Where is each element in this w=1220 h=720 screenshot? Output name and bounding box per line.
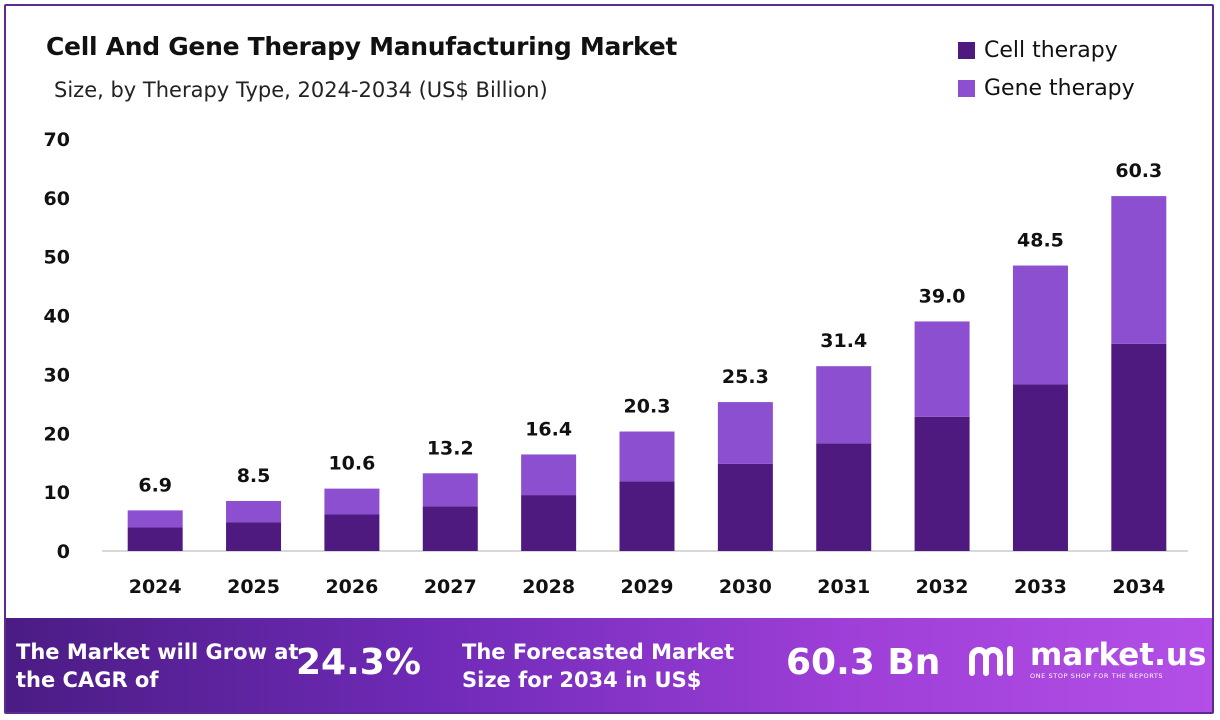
stacked-bar-chart: 0102030405060706.920248.5202510.6202613.… (44, 129, 1188, 598)
bar-segment-cell-therapy (717, 463, 773, 551)
bar-segment-gene-therapy (914, 321, 970, 417)
y-tick-label: 40 (44, 306, 70, 328)
bar-segment-gene-therapy (226, 500, 282, 523)
brand-logo: market.us ONE STOP SHOP FOR THE REPORTS (968, 640, 1206, 680)
summary-banner: The Market will Grow at the CAGR of 24.3… (6, 618, 1212, 712)
bar-segment-cell-therapy (127, 527, 183, 551)
bar-total-label: 48.5 (1017, 230, 1064, 252)
x-tick-label: 2026 (325, 576, 378, 598)
x-tick-label: 2024 (129, 576, 182, 598)
y-tick-label: 70 (44, 129, 70, 151)
y-tick-label: 20 (44, 423, 70, 445)
bar-segment-cell-therapy (1111, 343, 1167, 551)
legend-swatch-gene-therapy (958, 80, 975, 97)
bar-segment-cell-therapy (914, 416, 970, 551)
x-tick-label: 2032 (916, 576, 969, 598)
legend-item-cell-therapy: Cell therapy (958, 38, 1118, 63)
bar-segment-gene-therapy (717, 402, 773, 464)
x-tick-label: 2029 (621, 576, 674, 598)
x-tick-label: 2025 (227, 576, 280, 598)
bar-total-label: 20.3 (624, 396, 671, 418)
x-tick-label: 2033 (1014, 576, 1067, 598)
forecast-caption: The Forecasted Market Size for 2034 in U… (462, 640, 735, 692)
brand-tagline: ONE STOP SHOP FOR THE REPORTS (1030, 672, 1164, 680)
chart-subtitle: Size, by Therapy Type, 2024-2034 (US$ Bi… (54, 78, 548, 102)
cagr-value: 24.3% (296, 642, 421, 683)
x-tick-label: 2034 (1112, 576, 1165, 598)
bar-segment-cell-therapy (422, 506, 478, 551)
bar-segment-gene-therapy (422, 473, 478, 507)
bar-segment-gene-therapy (1111, 196, 1167, 344)
bar-total-label: 10.6 (328, 453, 375, 475)
forecast-value: 60.3 Bn (786, 642, 941, 683)
market-us-logo-icon (969, 646, 1013, 676)
chart-title: Cell And Gene Therapy Manufacturing Mark… (46, 32, 678, 61)
bar-segment-cell-therapy (619, 481, 675, 551)
bar-segment-gene-therapy (324, 488, 380, 515)
bar-total-label: 13.2 (427, 437, 474, 459)
bar-segment-cell-therapy (521, 495, 577, 551)
bar-segment-gene-therapy (1012, 265, 1068, 385)
bar-segment-cell-therapy (1012, 384, 1068, 551)
bar-segment-gene-therapy (127, 510, 183, 528)
y-tick-label: 50 (44, 247, 70, 269)
y-tick-label: 60 (44, 188, 70, 210)
bar-segment-cell-therapy (816, 443, 872, 551)
y-tick-label: 10 (44, 482, 70, 504)
x-tick-label: 2030 (719, 576, 772, 598)
bar-segment-cell-therapy (324, 514, 380, 551)
x-tick-label: 2031 (817, 576, 870, 598)
chart-card: Cell And Gene Therapy Manufacturing Mark… (4, 4, 1214, 714)
bar-segment-cell-therapy (226, 522, 282, 551)
x-tick-label: 2028 (522, 576, 575, 598)
x-tick-label: 2027 (424, 576, 477, 598)
bar-total-label: 31.4 (820, 330, 867, 352)
bar-total-label: 6.9 (138, 474, 172, 496)
legend-item-gene-therapy: Gene therapy (958, 76, 1135, 101)
bar-total-label: 8.5 (237, 465, 271, 487)
legend-swatch-cell-therapy (958, 42, 975, 59)
y-tick-label: 0 (57, 541, 70, 563)
bar-segment-gene-therapy (619, 431, 675, 482)
bar-segment-gene-therapy (521, 454, 577, 496)
bar-segment-gene-therapy (816, 366, 872, 444)
bar-total-label: 60.3 (1115, 160, 1162, 182)
bar-total-label: 39.0 (919, 285, 966, 307)
cagr-caption: The Market will Grow at the CAGR of (16, 640, 299, 692)
bar-total-label: 25.3 (722, 366, 769, 388)
bar-total-label: 16.4 (525, 418, 572, 440)
legend-label-cell-therapy: Cell therapy (984, 38, 1118, 63)
y-tick-label: 30 (44, 364, 70, 386)
legend-label-gene-therapy: Gene therapy (984, 76, 1135, 101)
brand-name: market.us (1030, 637, 1207, 673)
